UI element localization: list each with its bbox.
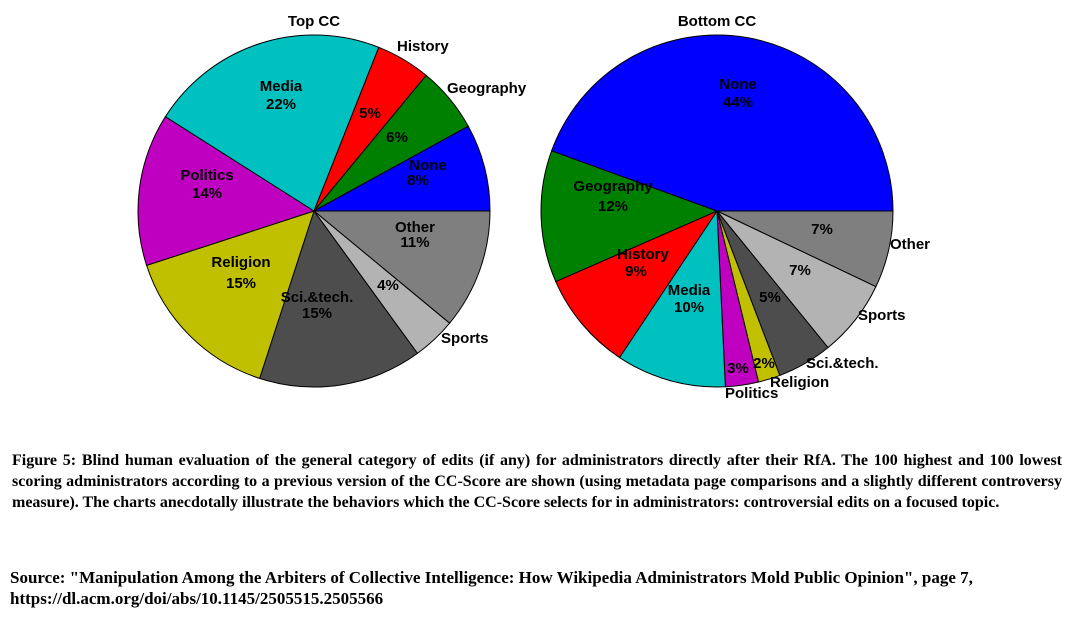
bottom-label-religion: Religion <box>770 374 829 391</box>
top-pct-history: 5% <box>359 105 381 122</box>
bottom-pct-other: 7% <box>811 221 833 238</box>
top-slice-religion <box>145 210 315 380</box>
bottom-slice-history <box>555 209 719 359</box>
bottom-label-politics: Politics <box>725 385 778 402</box>
top-pct-religion: 15% <box>226 275 256 292</box>
top-label-history: History <box>397 38 449 55</box>
bottom-pct-sci-tech: 5% <box>759 289 781 306</box>
top-label-other: Other <box>395 219 435 236</box>
top-slice-none <box>313 125 491 212</box>
bottom-label-sci-tech: Sci.&tech. <box>806 355 879 372</box>
bottom-slice-media <box>618 209 726 388</box>
bottom-cc-pie-chart: Bottom CC Other 7% Sports 7% Sci.&tech. 5% Rel… <box>540 13 930 402</box>
top-label-religion: Religion <box>211 254 270 271</box>
top-pct-geography: 6% <box>386 129 408 146</box>
top-label-politics: Politics <box>180 167 233 184</box>
top-label-sci-tech: Sci.&tech. <box>281 289 354 306</box>
bottom-pct-media: 10% <box>674 299 704 316</box>
top-slice-media <box>164 34 380 212</box>
top-cc-pie-chart: Top CC Other11%Sports4%Sci.&tech.15%Reli… <box>137 13 527 388</box>
bottom-label-none: None <box>719 76 757 93</box>
top-pct-media: 22% <box>266 96 296 113</box>
bottom-label-other: Other <box>890 236 930 253</box>
bottom-pct-geography: 12% <box>598 198 628 215</box>
top-cc-title: Top CC <box>288 13 340 30</box>
top-label-none: None <box>409 157 447 174</box>
bottom-label-history: History <box>617 246 669 263</box>
bottom-pct-sports: 7% <box>789 262 811 279</box>
top-label-media: Media <box>260 78 303 95</box>
bottom-cc-title: Bottom CC <box>678 13 756 30</box>
figure-caption: Figure 5: Blind human evaluation of the … <box>12 452 1062 511</box>
top-pct-sci-tech: 15% <box>302 305 332 322</box>
bottom-slice-geography <box>540 150 719 283</box>
bottom-label-sports: Sports <box>858 307 906 324</box>
top-slice-politics <box>137 116 316 267</box>
bottom-pct-religion: 2% <box>753 355 775 372</box>
source-citation: Source: "Manipulation Among the Arbiters… <box>10 568 973 608</box>
bottom-pct-politics: 3% <box>727 360 749 377</box>
top-slice-sci-tech <box>258 209 419 388</box>
top-pct-sports: 4% <box>377 277 399 294</box>
pie-charts-figure: Top CC Other11%Sports4%Sci.&tech.15%Reli… <box>137 13 930 402</box>
top-pct-other: 11% <box>400 234 429 251</box>
top-label-geography: Geography <box>447 80 527 97</box>
top-pct-none: 8% <box>407 172 429 189</box>
bottom-pct-history: 9% <box>625 263 647 280</box>
bottom-pct-none: 44% <box>723 94 753 111</box>
bottom-slice-none <box>550 34 894 212</box>
bottom-label-geography: Geography <box>573 178 653 195</box>
bottom-label-media: Media <box>668 282 711 299</box>
top-pct-politics: 14% <box>192 185 222 202</box>
top-label-sports: Sports <box>441 330 489 347</box>
top-slice-other <box>312 210 491 324</box>
